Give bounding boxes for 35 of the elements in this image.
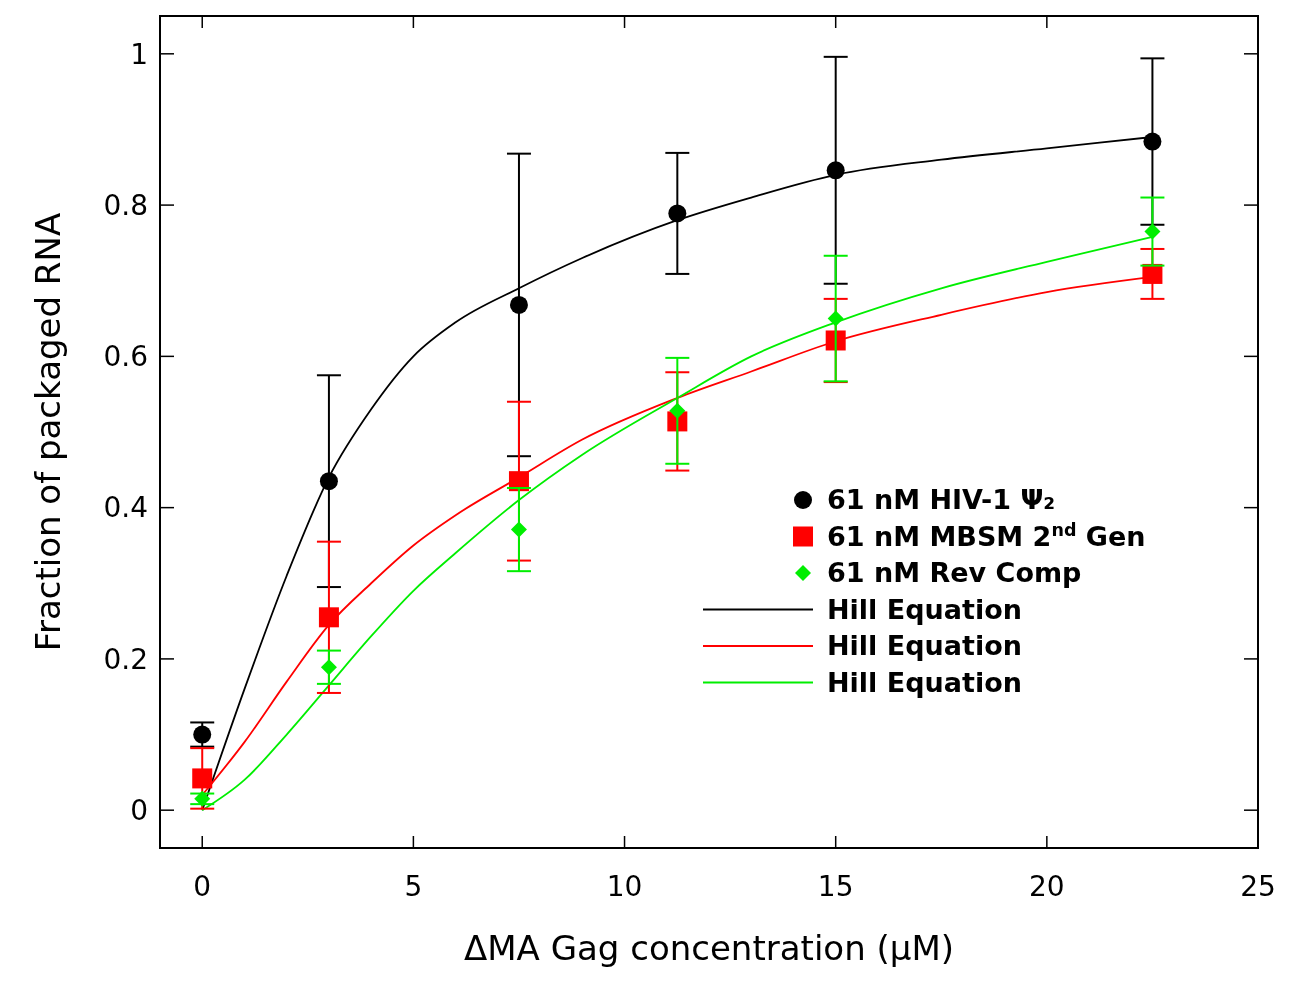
point xyxy=(510,521,527,538)
y-tick-label: 0.8 xyxy=(103,188,148,222)
point xyxy=(825,330,846,351)
legend-label: Hill Equation xyxy=(827,593,1022,625)
x-tick-label: 20 xyxy=(1029,870,1065,903)
y-axis-title: Fraction of packaged RNA xyxy=(28,212,68,652)
point xyxy=(827,310,844,327)
x-tick-label: 0 xyxy=(193,870,212,903)
legend-label: Hill Equation xyxy=(827,666,1022,698)
point xyxy=(192,768,213,789)
x-axis-title: ΔMA Gag concentration (μM) xyxy=(463,928,955,968)
point xyxy=(669,402,686,419)
y-tick-label: 0 xyxy=(130,793,148,827)
y-tick-label: 1 xyxy=(130,37,148,71)
point xyxy=(319,472,338,491)
point xyxy=(194,790,211,807)
x-tick-label: 5 xyxy=(404,870,423,903)
point xyxy=(509,295,528,314)
point xyxy=(668,204,687,223)
point xyxy=(318,607,339,628)
legend-label: 61 nM MBSM 2$^{nd}$ Gen xyxy=(827,519,1146,552)
x-tick-label: 25 xyxy=(1240,870,1276,903)
point xyxy=(193,725,212,744)
legend-label: 61 nM HIV-1 Ψ₂ xyxy=(827,484,1056,516)
y-tick-label: 0.6 xyxy=(103,340,148,374)
point xyxy=(1143,132,1162,151)
legend-label: Hill Equation xyxy=(827,630,1022,662)
point xyxy=(826,161,845,180)
y-tick-label: 0.4 xyxy=(103,491,148,525)
y-tick-label: 0.2 xyxy=(103,642,148,676)
x-tick-label: 15 xyxy=(817,870,854,903)
point xyxy=(1144,223,1161,240)
x-tick-label: 10 xyxy=(606,870,643,903)
legend-label: 61 nM Rev Comp xyxy=(827,557,1082,589)
point xyxy=(320,659,337,676)
